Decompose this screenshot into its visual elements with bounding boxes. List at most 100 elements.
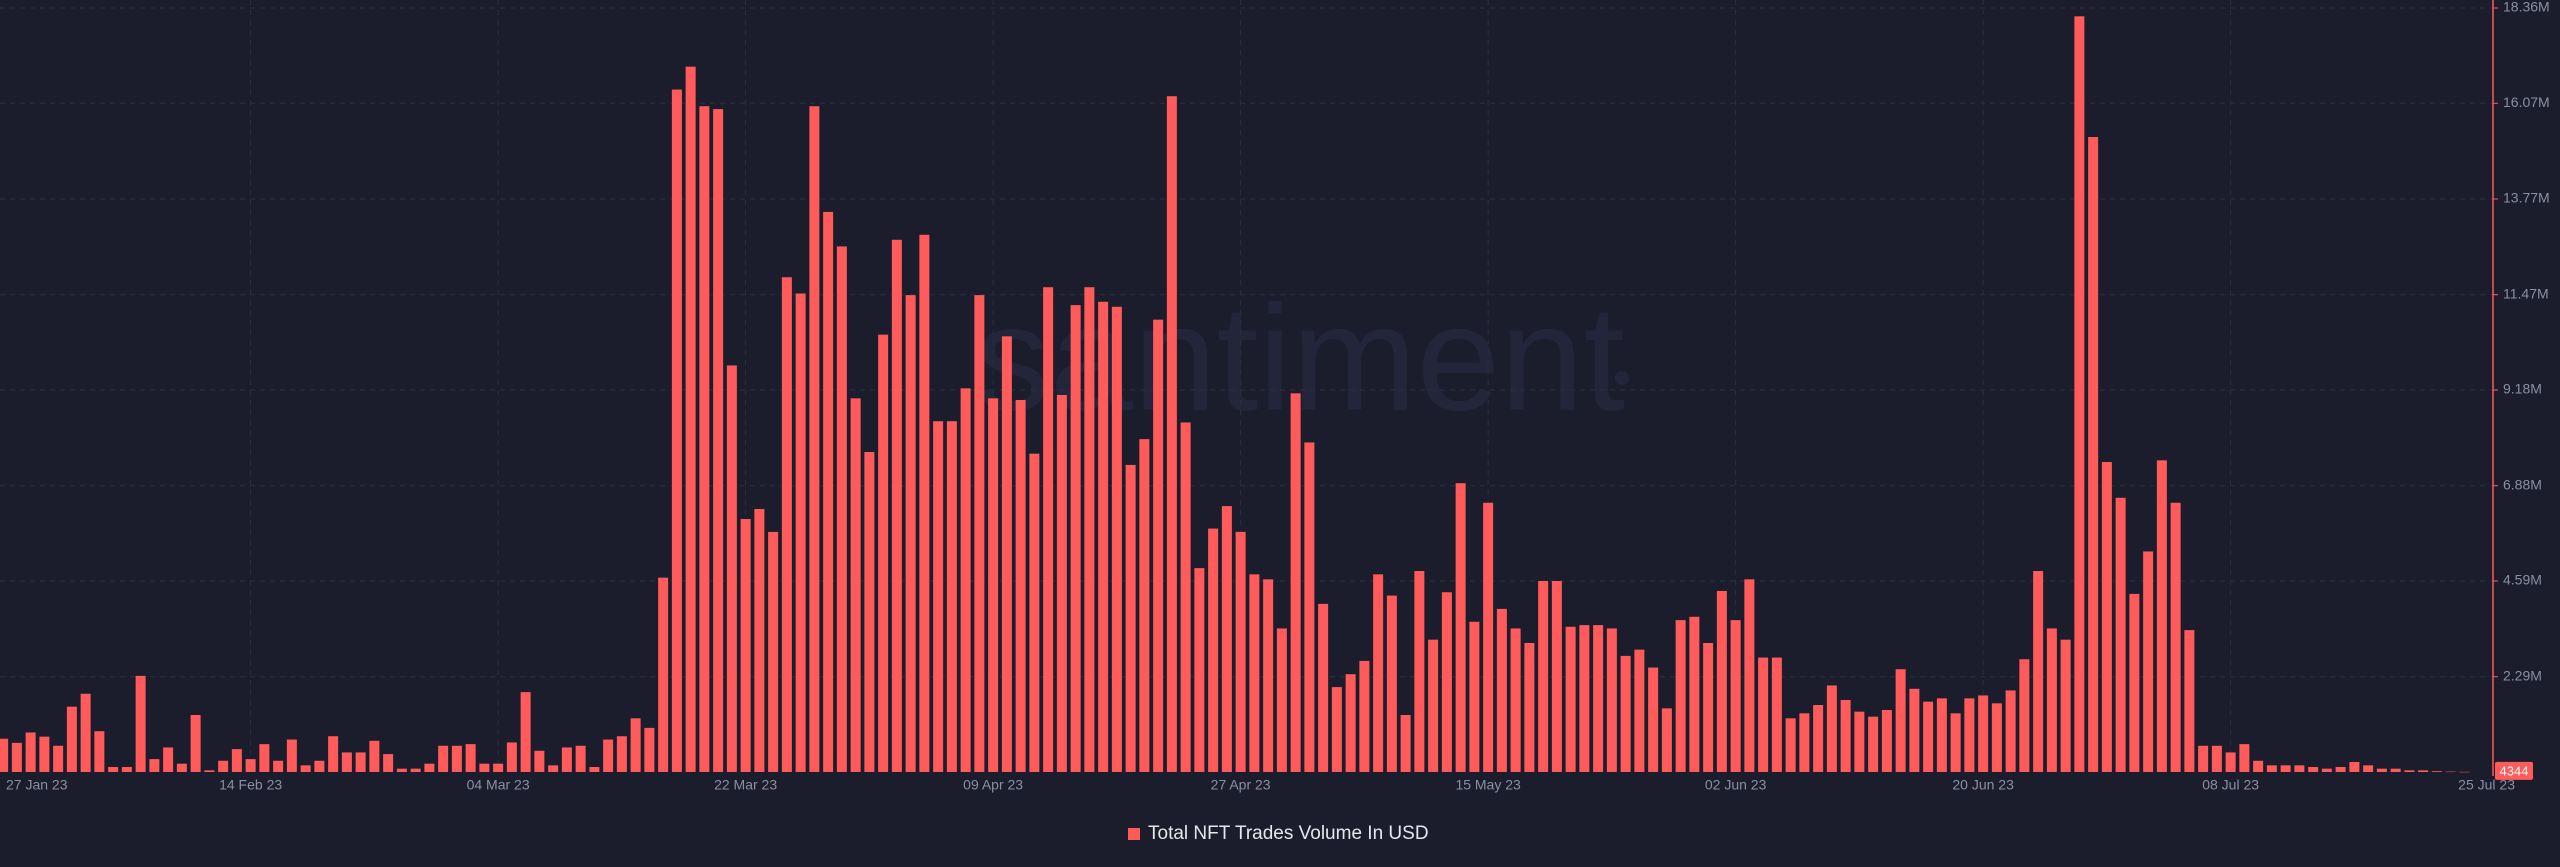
bar xyxy=(1730,620,1741,772)
bar xyxy=(11,742,22,772)
bar xyxy=(1991,703,2002,772)
bar xyxy=(2184,630,2195,772)
bar xyxy=(1551,581,1562,772)
bar xyxy=(1964,698,1975,772)
bar xyxy=(479,763,490,772)
bar xyxy=(1881,709,1892,772)
bar xyxy=(451,745,462,772)
bar xyxy=(1455,483,1466,772)
legend-label: Total NFT Trades Volume In USD xyxy=(1148,823,1429,844)
bar xyxy=(2280,765,2291,772)
bar xyxy=(685,66,696,772)
bar xyxy=(1634,649,1645,772)
last-value-label: 4344 xyxy=(2500,763,2529,778)
bar xyxy=(1483,502,1494,772)
bar xyxy=(960,388,971,772)
bar xyxy=(135,675,146,772)
bar xyxy=(1854,711,1865,772)
bar xyxy=(2459,771,2470,773)
bar xyxy=(80,693,91,772)
bar xyxy=(2308,767,2319,772)
bar xyxy=(424,763,435,772)
bar xyxy=(754,509,765,772)
bar xyxy=(1084,287,1095,772)
bar xyxy=(2156,460,2167,772)
bar xyxy=(341,752,352,772)
bar xyxy=(231,749,242,772)
bar xyxy=(726,365,737,772)
bar xyxy=(1386,595,1397,772)
y-tick-label: 18.36M xyxy=(2503,0,2550,15)
bar xyxy=(836,246,847,772)
bar xyxy=(2349,762,2360,772)
bar xyxy=(1180,422,1191,772)
bar xyxy=(1276,628,1287,772)
bar xyxy=(2101,461,2112,772)
bar xyxy=(204,770,215,772)
bar xyxy=(919,234,930,772)
bar xyxy=(809,106,820,773)
bar xyxy=(1001,336,1012,772)
bar xyxy=(2143,551,2154,772)
bar xyxy=(1744,579,1755,772)
y-tick-label: 4.59M xyxy=(2503,572,2542,588)
bar xyxy=(1221,506,1232,772)
bar xyxy=(2418,770,2429,772)
bar xyxy=(561,747,572,772)
last-value-badge xyxy=(2495,761,2533,780)
bar xyxy=(273,760,284,772)
y-tick-label: 6.88M xyxy=(2503,476,2542,492)
bar xyxy=(603,739,614,772)
bar xyxy=(1703,643,1714,772)
bar xyxy=(355,752,366,772)
bar xyxy=(2404,770,2415,772)
bar xyxy=(163,747,174,772)
bar xyxy=(1290,393,1301,772)
x-tick-label: 22 Mar 23 xyxy=(714,777,777,793)
bar xyxy=(2005,690,2016,772)
bar xyxy=(1936,698,1947,772)
legend-swatch xyxy=(1128,828,1140,840)
bar xyxy=(2239,744,2250,772)
bar xyxy=(1868,716,1879,772)
bar xyxy=(2115,497,2126,772)
bar xyxy=(1648,667,1659,772)
bar xyxy=(190,714,201,772)
bar xyxy=(905,295,916,772)
bar xyxy=(1895,669,1906,772)
bar xyxy=(1098,301,1109,772)
bar xyxy=(781,277,792,772)
bar xyxy=(1359,660,1370,772)
bar xyxy=(1524,643,1535,772)
bar xyxy=(314,760,325,772)
bar xyxy=(1469,621,1480,772)
bar xyxy=(176,763,187,772)
bar xyxy=(438,745,449,772)
bar xyxy=(1978,695,1989,772)
bar xyxy=(1593,625,1604,772)
bar xyxy=(658,577,669,772)
bar xyxy=(2335,767,2346,772)
bar xyxy=(2445,771,2456,773)
bar xyxy=(891,239,902,772)
bar xyxy=(1785,718,1796,772)
bar xyxy=(671,89,682,772)
bar xyxy=(548,765,559,772)
bar xyxy=(2074,16,2085,772)
bar xyxy=(1510,628,1521,772)
bar xyxy=(1304,442,1315,772)
bar xyxy=(1263,579,1274,772)
bar xyxy=(1070,305,1081,772)
bar xyxy=(2088,136,2099,773)
bar xyxy=(534,750,545,772)
bar xyxy=(1689,616,1700,772)
bar xyxy=(1771,657,1782,772)
bar xyxy=(1400,714,1411,772)
bar xyxy=(1373,574,1384,772)
bar xyxy=(2431,771,2442,772)
x-tick-label: 27 Apr 23 xyxy=(1211,777,1271,793)
y-tick-label: 13.77M xyxy=(2503,190,2550,206)
bar xyxy=(1909,688,1920,772)
